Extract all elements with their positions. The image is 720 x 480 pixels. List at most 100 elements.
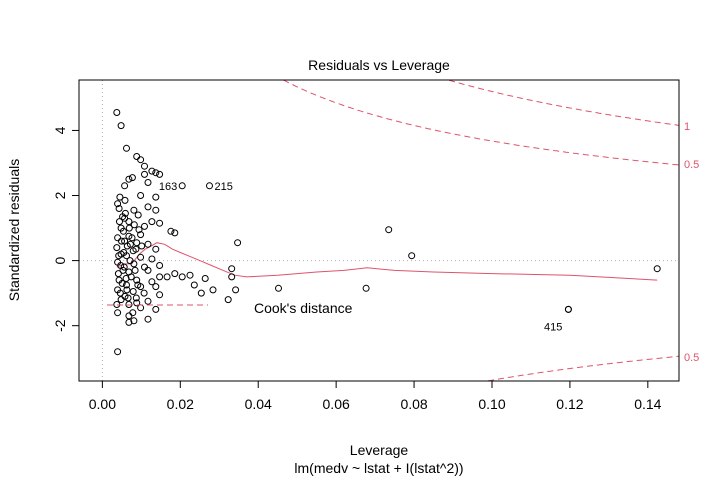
point-label-215: 215 <box>215 181 233 193</box>
data-point <box>148 255 156 263</box>
x-tick-label: 0.04 <box>245 396 272 412</box>
data-point <box>125 175 133 183</box>
data-point <box>144 179 152 186</box>
data-point <box>125 318 133 326</box>
data-point <box>124 294 132 302</box>
data-point <box>121 196 129 204</box>
x-tick-label: 0.10 <box>478 396 505 412</box>
data-point <box>123 281 130 289</box>
data-point <box>167 227 175 235</box>
data-point <box>141 170 148 178</box>
y-tick-label: 2 <box>52 191 68 199</box>
data-point <box>138 242 146 250</box>
data-point <box>117 296 125 304</box>
data-point <box>121 182 129 190</box>
data-point <box>148 278 156 286</box>
data-point <box>152 169 160 177</box>
data-point <box>156 291 164 299</box>
data-point <box>118 279 126 287</box>
cooks-distance-contours <box>283 79 680 382</box>
data-point <box>156 219 164 227</box>
data-point <box>125 312 133 320</box>
data-point <box>132 294 140 302</box>
data-point <box>186 271 194 279</box>
plot-frame <box>78 79 680 382</box>
data-point <box>133 299 141 307</box>
x-tick-label: 0.02 <box>167 396 194 412</box>
data-point <box>137 304 145 312</box>
data-point <box>144 315 152 323</box>
data-point <box>113 244 121 252</box>
data-point <box>117 262 125 269</box>
data-point <box>228 273 236 281</box>
data-point <box>178 273 186 281</box>
data-point <box>133 239 141 247</box>
cooks-contour-label-1: 1 <box>684 121 690 133</box>
cooks-contour-label-0.5-upper: 0.5 <box>684 159 699 171</box>
points-layer <box>113 109 661 356</box>
data-point <box>144 266 152 274</box>
data-point <box>123 144 130 152</box>
data-point <box>125 218 133 226</box>
data-point <box>120 263 128 271</box>
data-point <box>127 273 135 281</box>
data-point <box>114 200 122 208</box>
x-tick-label: 0.12 <box>556 396 583 412</box>
data-point <box>171 229 179 237</box>
data-point <box>116 218 123 226</box>
data-point <box>156 273 164 281</box>
data-point <box>228 265 236 273</box>
data-point <box>275 284 282 292</box>
y-axis-title: Standardized residuals <box>6 159 22 301</box>
data-point <box>163 273 171 281</box>
data-point <box>134 281 142 289</box>
data-point <box>234 239 242 247</box>
reference-lines <box>79 80 679 381</box>
data-point <box>130 206 138 214</box>
data-point <box>224 296 232 304</box>
smoother-layer <box>116 242 658 281</box>
data-point <box>123 286 131 294</box>
data-point <box>116 289 124 297</box>
data-point <box>119 213 127 221</box>
data-point <box>197 289 205 297</box>
data-point-labelled <box>206 182 213 190</box>
data-point <box>152 206 160 214</box>
data-point <box>148 167 156 175</box>
data-point <box>133 276 141 284</box>
y-tick-label: 0 <box>52 256 68 264</box>
data-point <box>126 257 134 265</box>
data-point <box>133 153 141 160</box>
data-point <box>114 270 122 278</box>
data-point <box>152 283 160 291</box>
data-point <box>144 240 152 248</box>
cooks-contour-label-0.5-lower: 0.5 <box>684 352 699 364</box>
x-tick-label: 0.00 <box>89 396 116 412</box>
data-point <box>131 266 139 274</box>
x-axis-title: Leverage <box>350 442 409 458</box>
data-point <box>408 252 416 260</box>
data-point <box>116 193 124 201</box>
x-tick-label: 0.14 <box>634 396 661 412</box>
chart-title: Residuals vs Leverage <box>308 57 450 73</box>
data-point <box>114 234 122 242</box>
data-point <box>115 205 123 212</box>
data-point <box>190 281 198 289</box>
data-point <box>137 231 145 239</box>
data-point <box>126 240 134 248</box>
data-point <box>201 275 209 282</box>
data-point <box>130 221 138 229</box>
data-point <box>114 309 122 317</box>
data-point <box>144 297 152 305</box>
data-point <box>128 174 136 182</box>
data-point <box>152 193 160 201</box>
data-point <box>152 245 160 253</box>
data-point <box>141 263 148 271</box>
x-tick-label: 0.06 <box>323 396 350 412</box>
data-point <box>125 224 133 232</box>
data-point <box>152 305 160 313</box>
data-point <box>653 265 661 273</box>
data-point <box>129 288 137 295</box>
cooks-contour-1-upper <box>448 79 680 126</box>
